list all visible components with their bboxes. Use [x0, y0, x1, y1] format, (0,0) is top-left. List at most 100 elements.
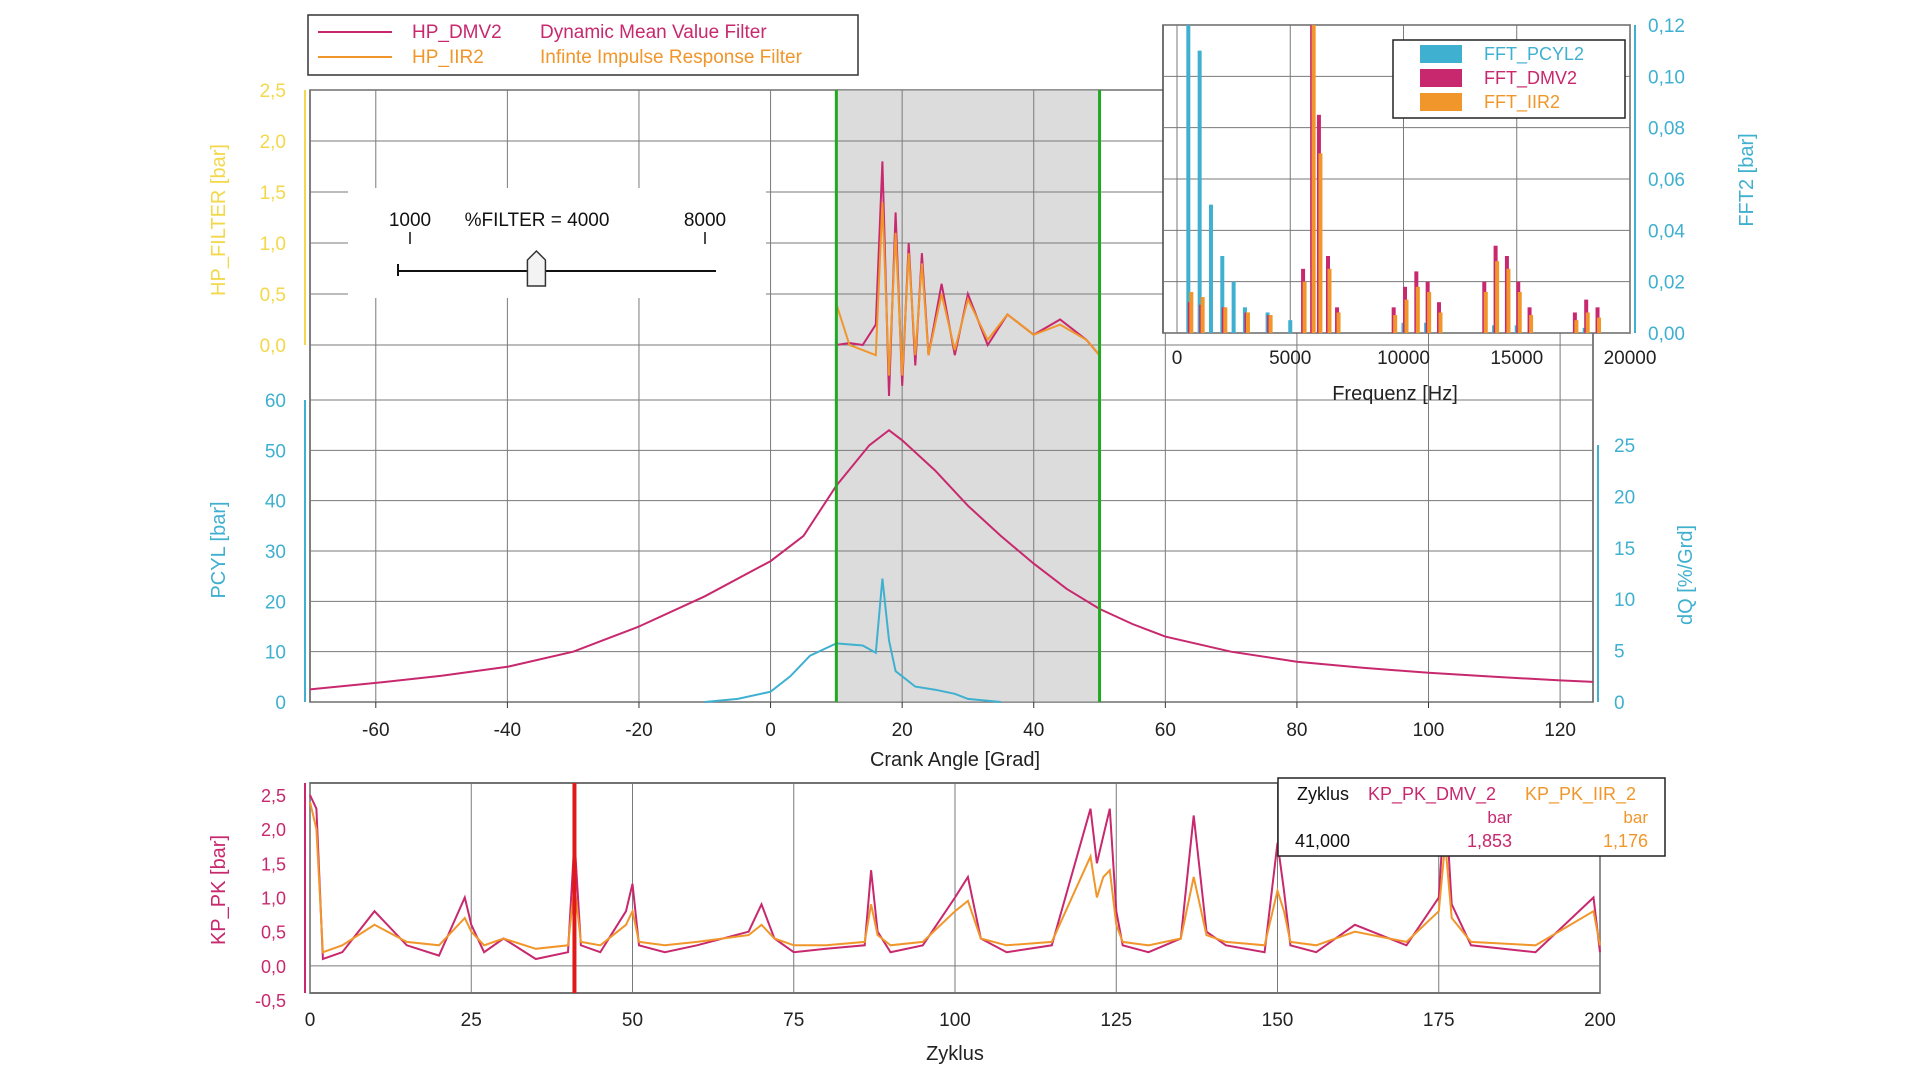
fft-bar-fft-iir2 [1223, 307, 1228, 333]
fft-y-axis-label: FFT2 [bar] [1736, 133, 1758, 226]
pcyl-tick-label: 50 [265, 441, 286, 462]
fft-y-tick-labels: 0,00 0,02 0,04 0,06 0,08 0,10 0,12 [1648, 16, 1685, 345]
slider-min-label: 1000 [389, 210, 431, 231]
table-unit-dmv: bar [1487, 808, 1512, 827]
fft-bar-fft-iir2 [1327, 268, 1332, 333]
dq-tick-label: 0 [1614, 693, 1625, 714]
fft-bar-fft-pcyl2 [1288, 320, 1293, 333]
cycle-x-tick-label: 175 [1423, 1010, 1455, 1031]
hp-filter-tick-label: 1,5 [260, 183, 286, 204]
fft-y-tick-label: 0,04 [1648, 221, 1685, 242]
fft-bar-fft-iir2 [1311, 25, 1316, 333]
fft-x-tick-label: 15000 [1490, 348, 1543, 369]
main-x-tick-labels: -60 -40 -20 0 20 40 60 80 100 120 [362, 702, 1576, 741]
cycle-y-tick-label: -0,5 [255, 991, 286, 1011]
pcyl-tick-label: 30 [265, 542, 286, 563]
filter-slider[interactable]: 1000 %FILTER = 4000 8000 [348, 188, 766, 298]
main-x-tick-label: -20 [625, 720, 652, 741]
fft-legend-label-pcyl: FFT_PCYL2 [1484, 44, 1584, 65]
fft-legend-swatch-iir [1420, 93, 1462, 111]
main-x-tick-label: 40 [1023, 720, 1044, 741]
main-series-group [309, 161, 1594, 703]
dq-tick-label: 5 [1614, 642, 1625, 663]
pcyl-tick-label: 10 [265, 643, 286, 664]
fft-bar-fft-iir2 [1506, 268, 1511, 333]
series-kp-pk-iir-2 [309, 801, 1601, 954]
fft-bar-fft-iir2 [1529, 315, 1534, 333]
cycle-x-tick-label: 200 [1584, 1010, 1616, 1031]
hp-filter-axis-label: HP_FILTER [bar] [208, 144, 230, 296]
fft-bars-group [1186, 25, 1602, 334]
hp-filter-tick-label: 0,0 [260, 336, 286, 357]
legend-name-iir: HP_IIR2 [412, 47, 484, 68]
cycle-x-tick-label: 125 [1100, 1010, 1132, 1031]
fft-bar-fft-pcyl2 [1197, 50, 1202, 334]
cycle-y-tick-label: 0,0 [261, 957, 286, 977]
cycle-y-tick-label: 0,5 [261, 923, 286, 943]
fft-bar-fft-pcyl2 [1231, 281, 1236, 333]
dq-tick-label: 10 [1614, 590, 1635, 611]
fft-bar-fft-iir2 [1597, 317, 1602, 333]
main-x-tick-label: -40 [494, 720, 521, 741]
filter-legend: HP_DMV2 Dynamic Mean Value Filter HP_IIR… [307, 14, 859, 76]
fft-bar-fft-iir2 [1336, 312, 1341, 333]
fft-bar-fft-iir2 [1393, 315, 1398, 333]
fft-legend-swatch-pcyl [1420, 45, 1462, 63]
cycle-x-tick-labels: 0 25 50 75 100 125 150 175 200 [305, 1010, 1616, 1031]
fft-y-tick-label: 0,02 [1648, 273, 1685, 294]
table-unit-iir: bar [1623, 808, 1648, 827]
analysis-window-shade [836, 90, 1100, 702]
fft-bar-fft-iir2 [1517, 291, 1522, 333]
series-hp-iir2 [835, 202, 1101, 376]
main-x-tick-label: 60 [1155, 720, 1176, 741]
series-dq [704, 578, 1001, 703]
value-table [1277, 777, 1666, 857]
fft-y-tick-label: 0,10 [1648, 67, 1685, 88]
fft-bar-fft-iir2 [1585, 312, 1590, 333]
cycle-x-tick-label: 75 [783, 1010, 804, 1031]
hp-filter-tick-label: 2,5 [260, 81, 286, 102]
fft-y-tick-label: 0,00 [1648, 324, 1685, 345]
fft-bar-fft-iir2 [1415, 286, 1420, 333]
fft-x-tick-label: 5000 [1269, 348, 1311, 369]
fft-x-tick-labels: 0 5000 10000 15000 20000 [1172, 348, 1657, 369]
table-header-zyklus: Zyklus [1297, 784, 1349, 804]
cycle-x-tick-label: 100 [939, 1010, 971, 1031]
cycle-x-tick-label: 50 [622, 1010, 643, 1031]
table-header-dmv: KP_PK_DMV_2 [1368, 784, 1496, 805]
main-x-tick-label: 20 [892, 720, 913, 741]
dq-tick-label: 20 [1614, 487, 1635, 508]
cycle-y-tick-label: 2,5 [261, 786, 286, 806]
fft-bar-fft-pcyl2 [1186, 25, 1191, 333]
table-value-dmv: 1,853 [1467, 831, 1512, 851]
slider-thumb[interactable] [526, 249, 547, 287]
main-x-tick-label: 80 [1286, 720, 1307, 741]
table-value-zyklus: 41,000 [1295, 831, 1350, 851]
table-header-iir: KP_PK_IIR_2 [1525, 784, 1636, 805]
hp-filter-tick-label: 0,5 [260, 285, 286, 306]
table-value-iir: 1,176 [1603, 831, 1648, 851]
cycle-y-tick-label: 2,0 [261, 820, 286, 840]
fft-bar-fft-iir2 [1189, 291, 1194, 333]
fft-bar-fft-pcyl2 [1208, 204, 1213, 333]
hp-filter-tick-label: 2,0 [260, 132, 286, 153]
cycle-x-tick-label: 150 [1262, 1010, 1294, 1031]
pcyl-tick-label: 40 [265, 492, 286, 513]
hp-filter-tick-labels: 0,0 0,5 1,0 1,5 2,0 2,5 [260, 81, 286, 357]
cycle-series-group [309, 794, 1601, 961]
fft-y-tick-label: 0,06 [1648, 170, 1685, 191]
fft-grid [1163, 24, 1631, 334]
legend-name-dmv: HP_DMV2 [412, 22, 502, 43]
slider-background [348, 188, 766, 298]
slider-value-label: %FILTER = 4000 [465, 210, 610, 231]
fft-bar-fft-iir2 [1574, 320, 1579, 333]
pcyl-tick-label: 20 [265, 592, 286, 613]
filter-legend-box [307, 14, 859, 76]
main-x-tick-label: 100 [1413, 720, 1445, 741]
main-x-tick-label: -60 [362, 720, 389, 741]
dq-tick-label: 15 [1614, 539, 1635, 560]
slider-max-label: 8000 [684, 210, 726, 231]
main-x-tick-label: 120 [1544, 720, 1576, 741]
